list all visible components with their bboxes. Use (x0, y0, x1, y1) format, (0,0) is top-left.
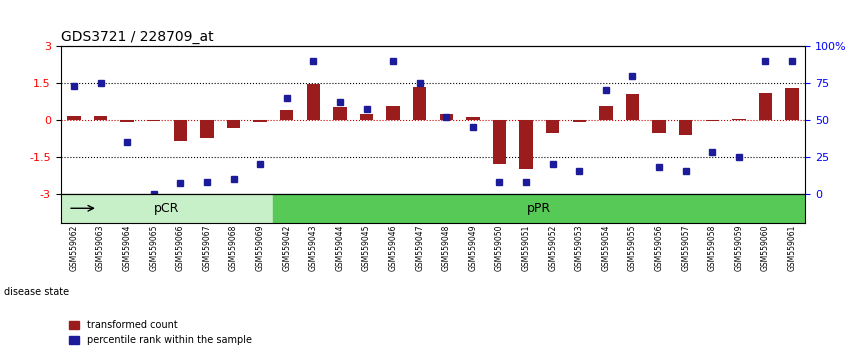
Bar (599, 106, 612, 120)
Bar (174, 120, 187, 141)
Bar (440, 114, 453, 120)
Bar (333, 108, 346, 120)
Bar (733, 119, 746, 120)
Bar (626, 94, 639, 120)
Bar (759, 93, 772, 120)
Bar (706, 120, 719, 121)
Bar (68, 116, 81, 120)
Bar (254, 120, 267, 122)
Bar (274, 194, 805, 223)
Bar (520, 120, 533, 169)
Bar (493, 120, 506, 164)
Bar (360, 114, 373, 120)
Bar (386, 106, 400, 120)
Bar (94, 116, 107, 120)
Text: disease state: disease state (4, 287, 69, 297)
Bar (227, 120, 240, 129)
Bar (200, 120, 214, 138)
Legend: transformed count, percentile rank within the sample: transformed count, percentile rank withi… (66, 316, 255, 349)
Bar (785, 88, 798, 120)
Bar (147, 120, 160, 121)
Bar (546, 120, 559, 133)
Bar (572, 120, 586, 122)
Text: pCR: pCR (154, 202, 180, 215)
Text: pPR: pPR (527, 202, 552, 215)
Bar (652, 120, 666, 133)
Bar (307, 84, 320, 120)
Bar (413, 87, 426, 120)
Bar (61, 194, 274, 223)
Bar (679, 120, 692, 135)
Text: GDS3721 / 228709_at: GDS3721 / 228709_at (61, 30, 213, 44)
Bar (120, 120, 133, 122)
Bar (280, 110, 294, 120)
Bar (466, 117, 480, 120)
